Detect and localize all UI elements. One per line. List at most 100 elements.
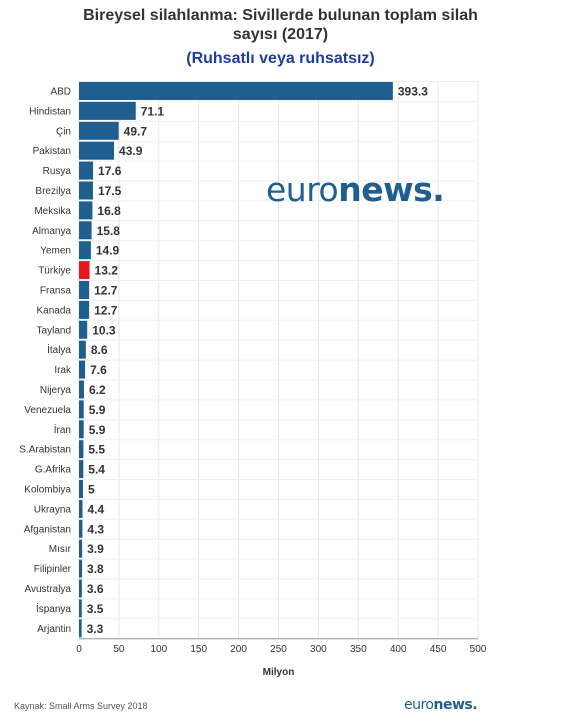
category-label: Afganistan bbox=[24, 524, 71, 535]
data-label: 17.5 bbox=[98, 184, 122, 198]
category-label: Filipinler bbox=[34, 564, 72, 575]
data-label: 10.3 bbox=[92, 323, 116, 337]
data-label: 3.5 bbox=[87, 602, 104, 616]
x-tick-label: 450 bbox=[430, 644, 447, 655]
x-tick-label: 350 bbox=[350, 644, 367, 655]
bar bbox=[79, 181, 93, 200]
data-label: 5 bbox=[88, 483, 95, 497]
bar bbox=[79, 281, 90, 299]
x-tick-label: 100 bbox=[150, 644, 167, 655]
bar bbox=[79, 82, 393, 100]
data-label: 5.9 bbox=[89, 423, 106, 437]
data-label: 8.6 bbox=[91, 343, 108, 357]
data-label: 6.2 bbox=[89, 383, 106, 397]
chart-title: Bireysel silahlanma: Sivillerde bulunan … bbox=[0, 6, 561, 44]
category-label: İspanya bbox=[36, 602, 71, 615]
data-label: 49.7 bbox=[124, 124, 148, 138]
data-label: 7.6 bbox=[90, 363, 107, 377]
bar bbox=[79, 161, 94, 180]
bar bbox=[79, 420, 84, 439]
x-tick-label: 0 bbox=[76, 644, 82, 655]
category-label: Tayland bbox=[37, 325, 71, 336]
bar bbox=[79, 141, 115, 160]
data-label: 5.5 bbox=[88, 443, 105, 457]
category-label: İtalya bbox=[47, 343, 71, 356]
bar bbox=[79, 101, 136, 120]
x-tick-label: 150 bbox=[190, 644, 207, 655]
category-label: Irak bbox=[54, 365, 72, 376]
bar bbox=[79, 300, 90, 319]
bar bbox=[79, 499, 83, 518]
data-label: 3.8 bbox=[87, 562, 104, 576]
data-label: 15.8 bbox=[97, 224, 121, 238]
data-label: 5.9 bbox=[89, 403, 106, 417]
data-label: 14.9 bbox=[96, 244, 120, 258]
data-label: 12.7 bbox=[94, 303, 118, 317]
data-label: 393.3 bbox=[398, 85, 428, 99]
euronews-logo-watermark: euronews. bbox=[266, 170, 445, 209]
data-label: 3.9 bbox=[87, 542, 104, 556]
x-tick-label: 250 bbox=[270, 644, 287, 655]
data-label: 4.4 bbox=[88, 502, 105, 516]
category-label: Türkiye bbox=[38, 266, 71, 277]
category-label: Mısır bbox=[49, 544, 72, 555]
bar bbox=[79, 400, 84, 419]
data-label: 5.4 bbox=[88, 463, 105, 477]
data-label: 16.8 bbox=[97, 204, 121, 218]
data-label: 12.7 bbox=[94, 284, 118, 298]
bar bbox=[79, 360, 86, 379]
category-label: Fransa bbox=[40, 286, 72, 297]
bar bbox=[79, 320, 88, 339]
x-tick-label: 200 bbox=[230, 644, 247, 655]
category-label: Arjantin bbox=[37, 624, 71, 635]
bar bbox=[79, 440, 84, 459]
source-note: Kaynak: Small Arms Survey 2018 bbox=[14, 701, 148, 711]
bar bbox=[79, 460, 84, 479]
bar bbox=[79, 599, 82, 618]
category-label: Yemen bbox=[40, 246, 71, 257]
data-label: 4.3 bbox=[87, 522, 104, 536]
x-tick-label: 400 bbox=[390, 644, 407, 655]
category-label: ABD bbox=[50, 87, 71, 98]
bar bbox=[79, 380, 84, 399]
category-label: Hindistan bbox=[29, 106, 71, 117]
category-label: Ukrayna bbox=[34, 504, 72, 515]
data-label: 3.6 bbox=[87, 582, 104, 596]
category-label: Kanada bbox=[37, 305, 72, 316]
x-axis-label: Milyon bbox=[263, 667, 295, 678]
bar bbox=[79, 579, 82, 598]
category-label: Kolombiya bbox=[24, 485, 71, 496]
bar bbox=[79, 480, 83, 498]
category-label: Çin bbox=[56, 126, 71, 137]
bar bbox=[79, 201, 93, 220]
data-label: 13.2 bbox=[95, 264, 119, 278]
data-label: 71.1 bbox=[141, 104, 165, 118]
bar bbox=[79, 619, 82, 638]
bar bbox=[79, 539, 83, 558]
bar bbox=[79, 340, 86, 359]
data-label: 43.9 bbox=[119, 144, 143, 158]
bar bbox=[79, 121, 119, 140]
bar bbox=[79, 221, 92, 240]
bar bbox=[79, 241, 91, 260]
category-label: S.Arabistan bbox=[19, 445, 71, 456]
category-label: G.Afrika bbox=[35, 465, 72, 476]
category-label: Avustralya bbox=[24, 584, 71, 595]
x-tick-label: 300 bbox=[310, 644, 327, 655]
bar bbox=[79, 519, 83, 538]
x-tick-label: 500 bbox=[470, 644, 487, 655]
x-tick-label: 50 bbox=[113, 644, 125, 655]
bar bbox=[79, 261, 90, 280]
category-label: Nijerya bbox=[40, 385, 72, 396]
category-label: Venezuela bbox=[24, 405, 71, 416]
category-label: Almanya bbox=[32, 226, 71, 237]
data-label: 3.3 bbox=[87, 622, 104, 636]
chart-title-line2: sayısı (2017) bbox=[232, 26, 329, 43]
chart-subtitle: (Ruhsatlı veya ruhsatsız) bbox=[186, 50, 375, 67]
data-label: 17.6 bbox=[98, 164, 122, 178]
euronews-logo-footer: euronews. bbox=[404, 697, 478, 713]
category-label: İran bbox=[54, 423, 71, 436]
category-label: Meksika bbox=[34, 206, 71, 217]
chart-title-line1: Bireysel silahlanma: Sivillerde bulunan … bbox=[83, 7, 478, 24]
